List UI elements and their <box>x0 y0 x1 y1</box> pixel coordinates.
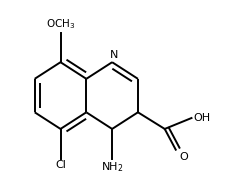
Text: O: O <box>179 152 188 162</box>
Text: N: N <box>109 50 118 60</box>
Text: OH: OH <box>193 113 210 123</box>
Text: OCH$_3$: OCH$_3$ <box>46 17 75 31</box>
Text: Cl: Cl <box>55 160 66 171</box>
Text: NH$_2$: NH$_2$ <box>100 160 123 174</box>
